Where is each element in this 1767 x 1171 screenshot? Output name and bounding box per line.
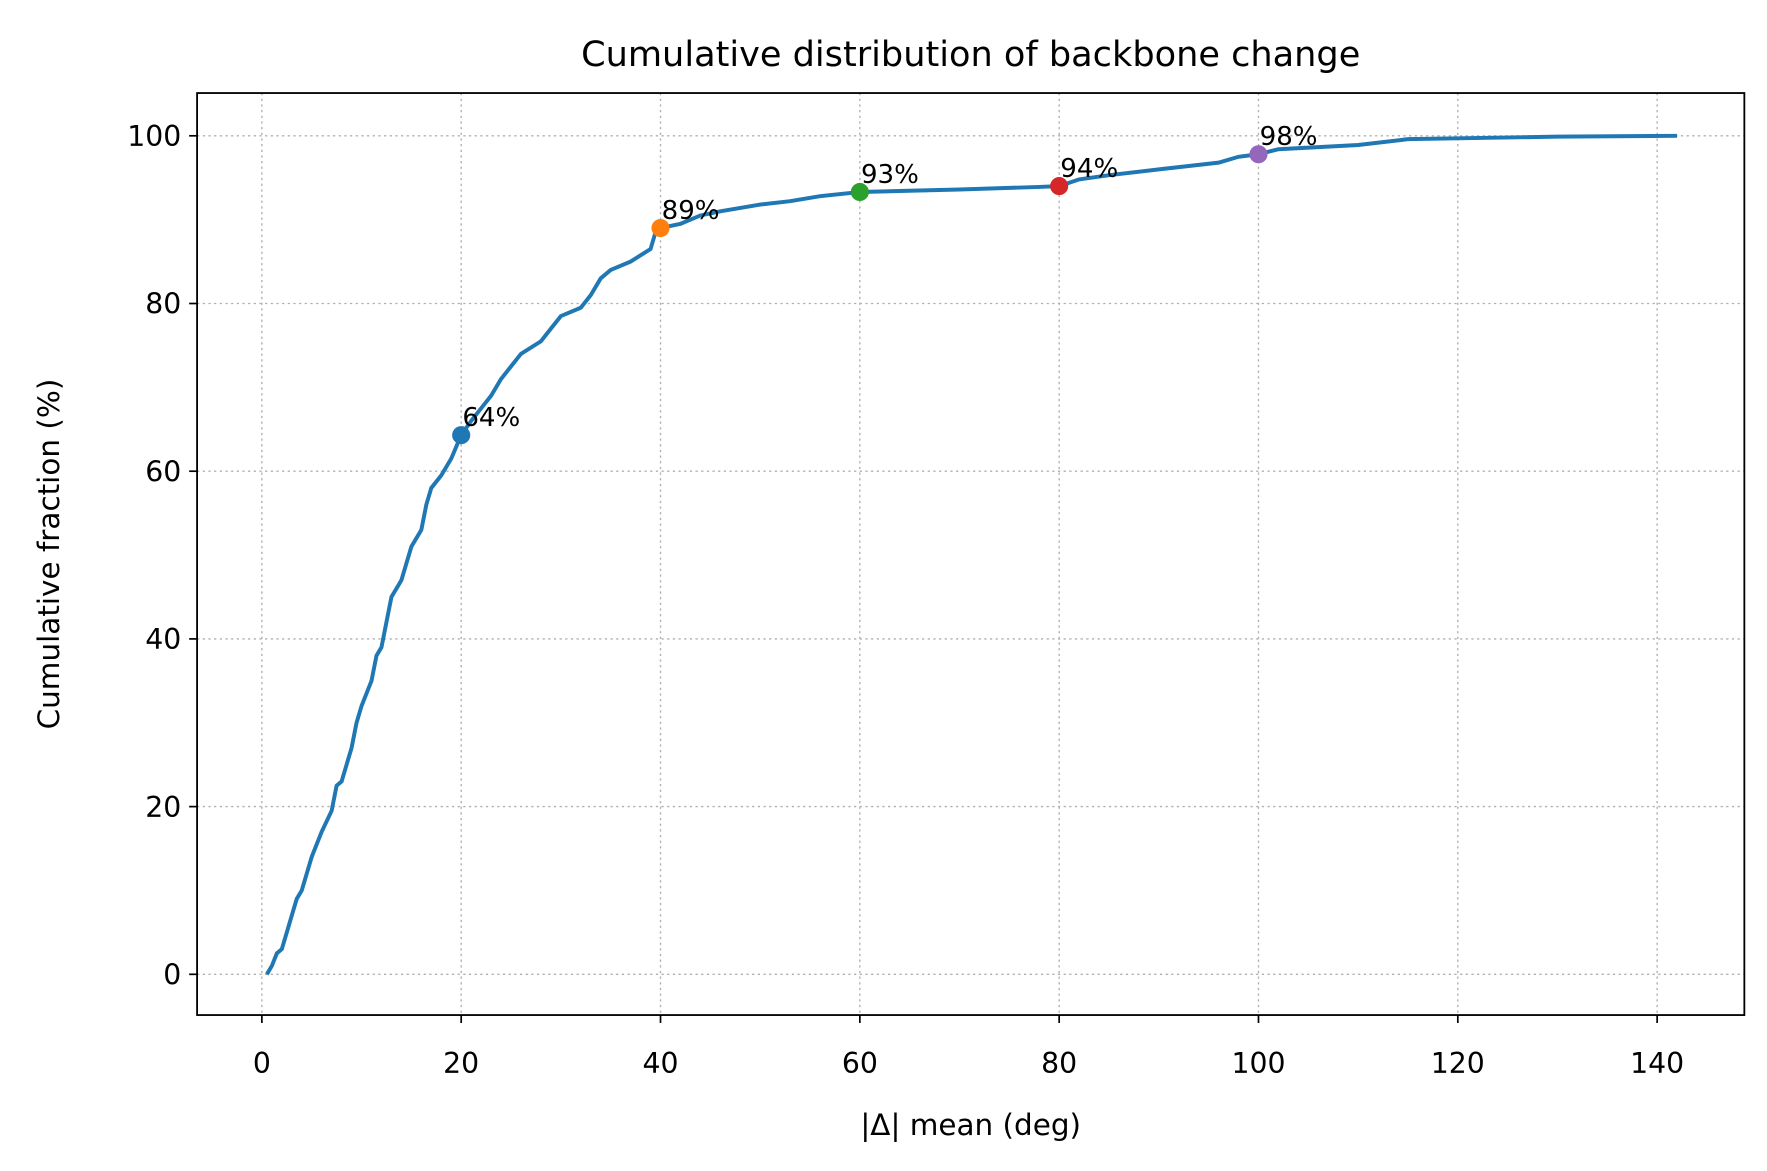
- data-label: 89%: [662, 196, 720, 226]
- chart-title: Cumulative distribution of backbone chan…: [581, 34, 1360, 75]
- data-label: 64%: [462, 403, 520, 433]
- marker: [651, 218, 670, 238]
- x-tick-label: 40: [643, 1047, 679, 1080]
- y-tick-label: 60: [145, 455, 181, 488]
- x-tick-label: 100: [1231, 1047, 1285, 1080]
- x-tick-label: 80: [1041, 1047, 1077, 1080]
- y-tick-label: 0: [163, 958, 181, 991]
- y-tick-label: 80: [145, 288, 181, 321]
- data-label: 98%: [1260, 122, 1318, 152]
- y-tick-label: 100: [127, 120, 181, 153]
- x-tick-label: 140: [1630, 1047, 1684, 1080]
- marker: [452, 426, 471, 445]
- x-tick-label: 0: [253, 1047, 271, 1080]
- x-tick-label: 60: [842, 1047, 878, 1080]
- plot-frame: [196, 92, 1746, 1016]
- data-label: 94%: [1060, 154, 1118, 184]
- data-label: 93%: [861, 160, 919, 190]
- x-tick-label: 120: [1431, 1047, 1485, 1080]
- y-tick-label: 40: [145, 623, 181, 656]
- x-axis-label: |Δ| mean (deg): [860, 1108, 1081, 1143]
- y-tick-label: 20: [145, 791, 181, 824]
- marker: [850, 182, 869, 202]
- cdf-line: [265, 133, 1678, 976]
- marker: [1249, 145, 1268, 164]
- y-axis-label: Cumulative fraction (%): [32, 379, 66, 730]
- marker: [1050, 177, 1069, 196]
- x-tick-label: 20: [443, 1047, 479, 1080]
